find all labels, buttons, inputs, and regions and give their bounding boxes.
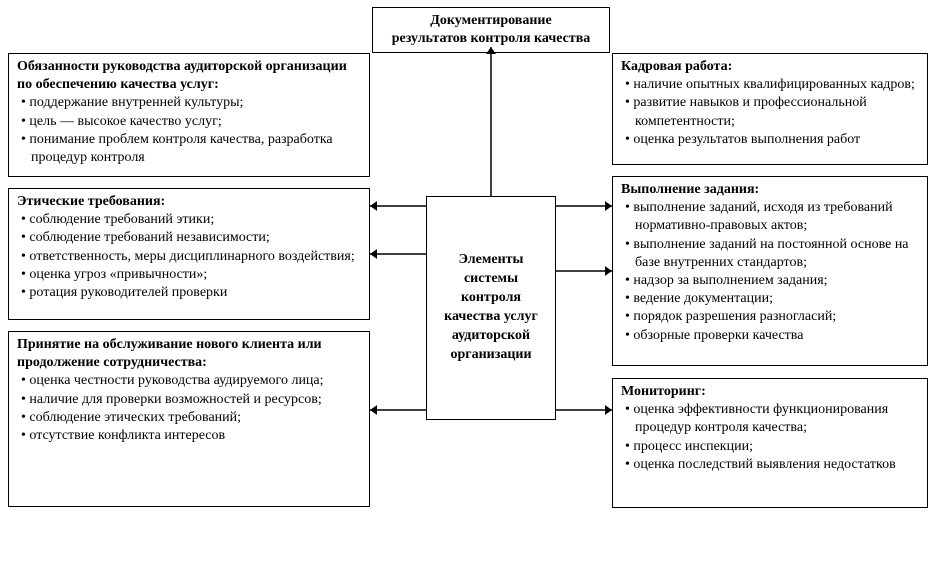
right-box-1-title: Выполнение задания: <box>621 182 759 197</box>
list-item: ротация руководителей проверки <box>17 284 361 302</box>
top-line2: результатов контроля качества <box>392 31 591 46</box>
right-box-monitoring: Мониторинг: оценка эффективности функцио… <box>612 378 928 508</box>
left-box-ethics: Этические требования: соблюдение требова… <box>8 188 370 320</box>
list-item: надзор за выполнением задания; <box>621 272 919 290</box>
list-item: оценка угроз «привычности»; <box>17 266 361 284</box>
list-item: отсутствие конфликта интересов <box>17 427 361 445</box>
list-item: обзорные проверки качества <box>621 327 919 345</box>
list-item: процесс инспекции; <box>621 438 919 456</box>
left-box-2-items: оценка честности руководства аудируемого… <box>17 372 361 445</box>
left-box-0-title: Обязанности руководства аудиторской орга… <box>17 59 347 92</box>
top-documentation-box: Документирование результатов контроля ка… <box>372 7 610 53</box>
list-item: выполнение заданий, исходя из требований… <box>621 199 919 235</box>
left-box-1-items: соблюдение требований этики; соблюдение … <box>17 211 361 302</box>
list-item: цель — высокое качество услуг; <box>17 113 361 131</box>
left-box-1-title: Этические требования: <box>17 194 165 209</box>
right-box-0-items: наличие опытных квалифицированных кадров… <box>621 76 919 149</box>
center-elements-box: Элементы системы контроля качества услуг… <box>426 196 556 420</box>
list-item: соблюдение этических требований; <box>17 409 361 427</box>
list-item: поддержание внутренней культуры; <box>17 94 361 112</box>
list-item: ведение документации; <box>621 290 919 308</box>
list-item: порядок разрешения разногласий; <box>621 308 919 326</box>
list-item: ответственность, меры дисциплинарного во… <box>17 248 361 266</box>
list-item: понимание проблем контроля качества, раз… <box>17 131 361 167</box>
top-line1: Документирование <box>430 13 551 28</box>
left-box-2-title: Принятие на обслуживание нового клиента … <box>17 337 322 370</box>
right-box-1-items: выполнение заданий, исходя из требований… <box>621 199 919 345</box>
center-text: Элементы системы контроля качества услуг… <box>435 251 547 364</box>
right-box-hr: Кадровая работа: наличие опытных квалифи… <box>612 53 928 165</box>
right-box-2-items: оценка эффективности функционирования пр… <box>621 401 919 474</box>
list-item: наличие опытных квалифицированных кадров… <box>621 76 919 94</box>
right-box-engagement: Выполнение задания: выполнение заданий, … <box>612 176 928 366</box>
left-box-0-items: поддержание внутренней культуры; цель — … <box>17 94 361 167</box>
list-item: оценка честности руководства аудируемого… <box>17 372 361 390</box>
list-item: наличие для проверки возможностей и ресу… <box>17 391 361 409</box>
right-box-0-title: Кадровая работа: <box>621 59 732 74</box>
list-item: развитие навыков и профессиональной комп… <box>621 94 919 130</box>
list-item: оценка последствий выявления недостатков <box>621 456 919 474</box>
right-box-2-title: Мониторинг: <box>621 384 706 399</box>
list-item: соблюдение требований этики; <box>17 211 361 229</box>
list-item: оценка эффективности функционирования пр… <box>621 401 919 437</box>
list-item: выполнение заданий на постоянной основе … <box>621 236 919 272</box>
left-box-responsibilities: Обязанности руководства аудиторской орга… <box>8 53 370 177</box>
left-box-client-acceptance: Принятие на обслуживание нового клиента … <box>8 331 370 507</box>
list-item: соблюдение требований независимости; <box>17 229 361 247</box>
list-item: оценка результатов выполнения работ <box>621 131 919 149</box>
